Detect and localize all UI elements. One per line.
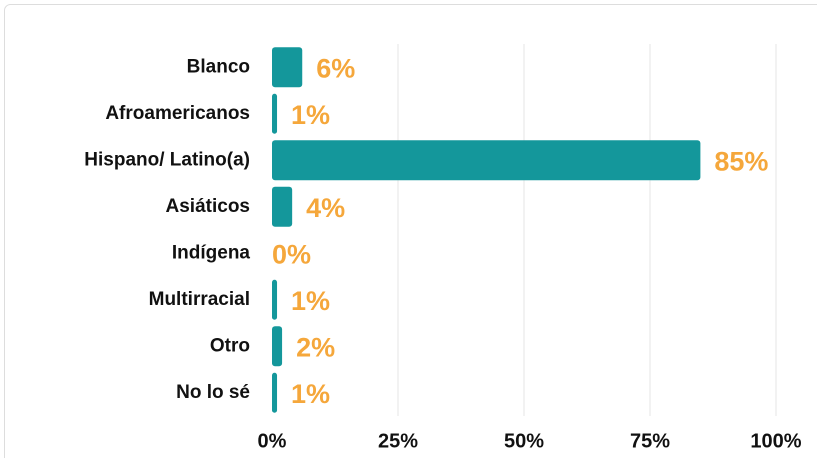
x-tick-label: 100% — [750, 430, 801, 452]
x-tick-label: 50% — [504, 430, 544, 452]
value-label: 1% — [291, 100, 330, 130]
category-label: Hispano/ Latino(a) — [84, 149, 250, 170]
value-label: 1% — [291, 286, 330, 316]
card — [4, 4, 817, 458]
category-label: Afroamericanos — [105, 103, 250, 124]
category-label: No lo sé — [176, 382, 250, 403]
category-label: Indígena — [172, 242, 251, 263]
value-label: 2% — [296, 332, 335, 362]
value-label: 0% — [272, 239, 311, 269]
value-label: 1% — [291, 379, 330, 409]
x-tick-label: 75% — [630, 430, 670, 452]
bar — [272, 47, 303, 88]
category-label: Blanco — [187, 56, 250, 77]
value-label: 6% — [316, 53, 355, 83]
category-label: Multirracial — [149, 289, 250, 310]
bar — [272, 186, 293, 227]
category-label: Otro — [210, 335, 250, 356]
x-tick-label: 25% — [378, 430, 418, 452]
bar — [272, 279, 278, 320]
x-tick-label: 0% — [258, 430, 287, 452]
bar — [272, 93, 278, 134]
value-label: 4% — [306, 193, 345, 223]
category-label: Asiáticos — [166, 196, 250, 217]
bar — [272, 372, 278, 413]
bar — [272, 140, 701, 181]
bar — [272, 326, 283, 367]
value-label: 85% — [714, 146, 768, 176]
